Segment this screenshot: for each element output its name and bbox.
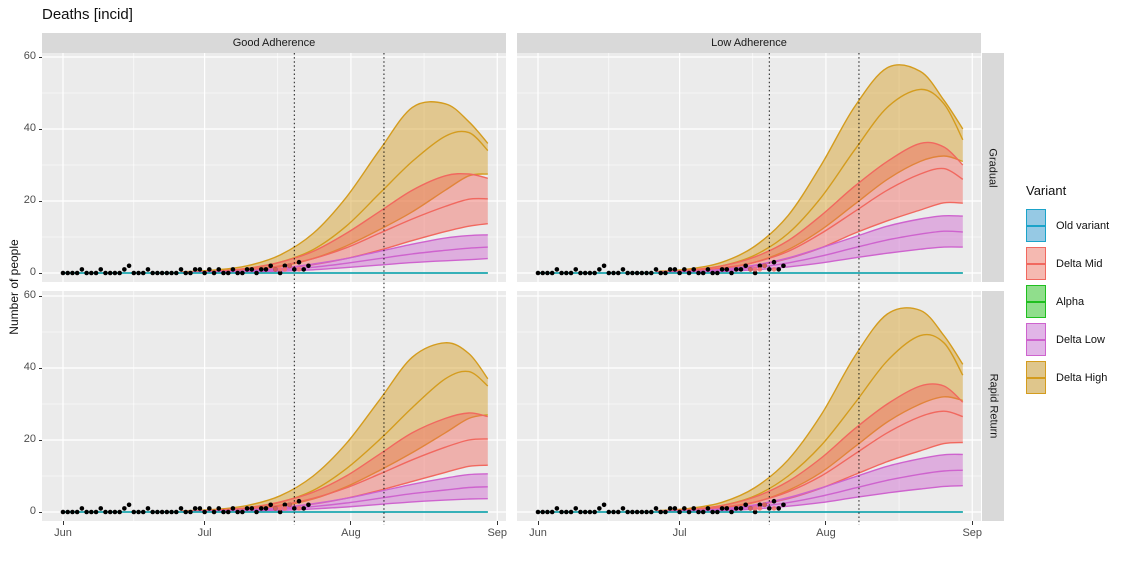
legend-label: Delta Low <box>1056 333 1105 346</box>
facet-strip-rapid-return: Rapid Return <box>982 291 1004 521</box>
y-tick-label: 0 <box>29 266 36 278</box>
panel-good-adherence-rapid-return <box>42 291 506 525</box>
legend-item-delta-low: Delta Low <box>1026 322 1109 357</box>
x-tick-label: Jul <box>197 527 212 539</box>
facet-strip-label: Gradual <box>987 147 1000 188</box>
legend: Variant Old variant Delta Mid Alpha Delta L… <box>1026 183 1109 398</box>
facet-strip-good-adherence: Good Adherence <box>42 33 506 53</box>
x-tick-mark <box>679 521 681 525</box>
y-tick-label: 0 <box>29 505 36 517</box>
legend-item-alpha: Alpha <box>1026 284 1109 319</box>
x-tick-label: Jun <box>54 527 72 539</box>
legend-swatch-icon <box>1026 247 1046 280</box>
x-tick-mark <box>62 521 64 525</box>
y-tick-label: 40 <box>23 122 36 134</box>
y-tick-mark <box>39 295 42 297</box>
y-tick-label: 40 <box>23 361 36 373</box>
legend-label: Delta High <box>1056 371 1108 384</box>
y-tick-mark <box>39 439 42 441</box>
legend-title: Variant <box>1026 183 1067 198</box>
facet-strip-gradual: Gradual <box>982 53 1004 282</box>
x-tick-label: Sep <box>487 527 508 539</box>
x-tick-label: Aug <box>816 527 836 539</box>
y-tick-label: 20 <box>23 433 36 445</box>
x-tick-mark <box>971 521 973 525</box>
y-tick-mark <box>39 511 42 513</box>
x-tick-mark <box>350 521 352 525</box>
legend-swatch-icon <box>1026 285 1046 318</box>
x-tick-mark <box>496 521 498 525</box>
y-tick-mark <box>39 367 42 369</box>
legend-swatch-icon <box>1026 209 1046 242</box>
page-title: Deaths [incid] <box>42 6 133 23</box>
legend-item-old-variant: Old variant <box>1026 208 1109 243</box>
y-tick-label: 20 <box>23 194 36 206</box>
x-tick-label: Aug <box>341 527 361 539</box>
legend-item-delta-high: Delta High <box>1026 360 1109 395</box>
y-tick-label: 60 <box>23 50 36 62</box>
facet-strip-low-adherence: Low Adherence <box>517 33 981 53</box>
facet-strip-label: Low Adherence <box>711 37 787 49</box>
legend-label: Old variant <box>1056 219 1110 232</box>
x-tick-label: Jun <box>529 527 547 539</box>
facet-strip-label: Rapid Return <box>987 373 1000 439</box>
y-axis-title: Number of people <box>7 239 21 335</box>
legend-swatch-icon <box>1026 361 1046 394</box>
y-tick-mark <box>39 272 42 274</box>
legend-label: Delta Mid <box>1056 257 1103 270</box>
facet-strip-label: Good Adherence <box>232 37 316 49</box>
panel-low-adherence-rapid-return <box>517 291 981 525</box>
y-tick-label: 60 <box>23 289 36 301</box>
y-tick-mark <box>39 56 42 58</box>
legend-swatch-icon <box>1026 323 1046 356</box>
legend-item-delta-mid: Delta Mid <box>1026 246 1109 281</box>
x-tick-mark <box>204 521 206 525</box>
legend-keys: Old variant Delta Mid Alpha Delta Low Delta … <box>1026 208 1109 395</box>
x-tick-label: Jul <box>672 527 687 539</box>
y-tick-mark <box>39 200 42 202</box>
legend-label: Alpha <box>1056 295 1085 308</box>
x-tick-mark <box>537 521 539 525</box>
panel-good-adherence-gradual <box>42 53 506 290</box>
x-tick-mark <box>825 521 827 525</box>
panel-low-adherence-gradual <box>517 53 981 290</box>
y-tick-mark <box>39 128 42 130</box>
x-tick-label: Sep <box>962 527 983 539</box>
